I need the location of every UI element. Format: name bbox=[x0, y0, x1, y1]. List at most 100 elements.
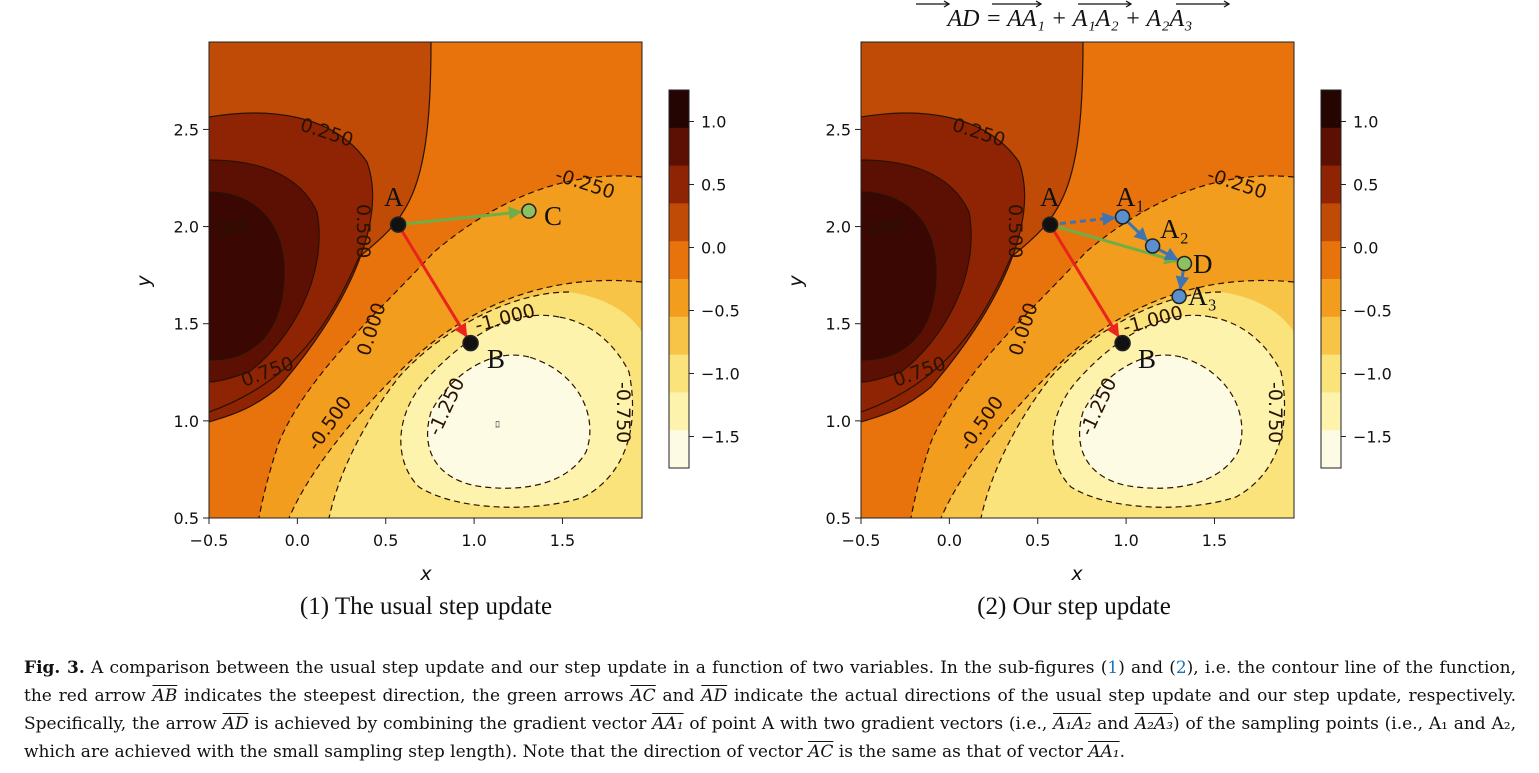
vector-ad: AD bbox=[222, 714, 249, 734]
caption-text: indicates the steepest direction, the gr… bbox=[177, 686, 631, 706]
point-a bbox=[389, 216, 407, 233]
subtitle-2: (2) Our step update bbox=[977, 593, 1171, 620]
y-tick-label: 1.0 bbox=[174, 412, 199, 431]
colorbar-frame bbox=[1320, 89, 1342, 469]
point-label-b: B bbox=[1138, 344, 1156, 374]
colorbar-tick-label: 0.0 bbox=[1353, 239, 1378, 258]
y-tick-label: 2.0 bbox=[826, 218, 851, 237]
colorbar-segment bbox=[1321, 392, 1341, 431]
y-tick-label: 2.0 bbox=[174, 218, 199, 237]
point-d bbox=[1176, 255, 1193, 272]
figure-caption: Fig. 3. A comparison between the usual s… bbox=[24, 654, 1516, 766]
axes-frame bbox=[208, 41, 643, 519]
colorbar-segment bbox=[1321, 90, 1341, 129]
colorbar-segment bbox=[669, 430, 689, 469]
caption-text: and bbox=[1091, 714, 1135, 734]
contour-plot-1: 0.250 -0.250 0.500 0.000 -1.000 -0.750 -… bbox=[209, 42, 642, 518]
point-label-d: D bbox=[1193, 249, 1213, 279]
y-tick-label: 0.5 bbox=[174, 509, 199, 528]
subtitle-1: (1) The usual step update bbox=[300, 593, 552, 620]
colorbar-segment bbox=[1321, 316, 1341, 356]
colorbar-frame bbox=[668, 89, 690, 469]
colorbar-tick-label: −1.5 bbox=[1353, 428, 1392, 447]
colorbar-segment bbox=[669, 165, 689, 204]
point-label-a2: A₂ bbox=[1160, 214, 1189, 244]
colorbar-segment bbox=[1321, 165, 1341, 204]
vector-ac: AC bbox=[808, 742, 834, 762]
colorbar-tick-label: −0.5 bbox=[1353, 302, 1392, 321]
point-label-a: A bbox=[384, 182, 404, 212]
vector-ad: AD bbox=[701, 686, 728, 706]
colorbar-segment bbox=[669, 203, 689, 242]
caption-text: ), i.e. the contour line of the function… bbox=[24, 658, 1516, 706]
x-tick-label: 0.5 bbox=[373, 531, 398, 550]
point-a3 bbox=[1171, 288, 1187, 305]
caption-text: is achieved by combining the gradient ve… bbox=[248, 714, 653, 734]
y-axis-label: y bbox=[133, 275, 155, 288]
x-tick-label: −0.5 bbox=[190, 531, 229, 550]
arrow-a-d bbox=[1049, 223, 1179, 265]
vector-a1a2: A₁A₂ bbox=[1053, 714, 1092, 734]
x-tick-label: 1.0 bbox=[461, 531, 486, 550]
contour-label: -0.750 bbox=[1264, 382, 1286, 443]
colorbar-segment bbox=[1321, 430, 1341, 469]
vector-ac: AC bbox=[630, 686, 656, 706]
ref-link-2[interactable]: 2 bbox=[1175, 658, 1187, 678]
colorbar-segment bbox=[1321, 127, 1341, 167]
colorbar-tick-label: −1.5 bbox=[701, 428, 740, 447]
colorbar-segment bbox=[669, 316, 689, 356]
point-b bbox=[1114, 334, 1131, 352]
arrow-a-a1 bbox=[1049, 212, 1116, 227]
y-tick-label: 1.0 bbox=[826, 412, 851, 431]
axes-frame bbox=[860, 41, 1295, 519]
panel-2: 0.250 -0.250 0.500 0.000 -1.000 -0.750 -… bbox=[785, 41, 1392, 620]
colorbar-segment bbox=[1321, 279, 1341, 318]
point-label-a: A bbox=[1040, 182, 1060, 212]
caption-text: indicate the actual directions of the us… bbox=[24, 686, 1516, 734]
point-a2 bbox=[1144, 238, 1161, 254]
colorbar-tick-label: 0.5 bbox=[1353, 176, 1378, 195]
point-label-b: B bbox=[487, 344, 505, 374]
contour-label: 0.500 bbox=[352, 204, 374, 258]
colorbar-tick-label: −1.0 bbox=[1353, 365, 1392, 384]
colorbar: 1.0 0.5 0.0 −0.5 −1.0 −1.5 bbox=[668, 89, 740, 469]
axis-ticks: −0.5 0.0 0.5 1.0 1.5 0.5 1.0 1.5 2.0 2.5 bbox=[174, 120, 576, 550]
caption-text: A comparison between the usual step upda… bbox=[84, 658, 1108, 678]
colorbar-tick-label: 0.0 bbox=[701, 239, 726, 258]
y-tick-label: 2.5 bbox=[826, 120, 851, 139]
data-marks bbox=[389, 203, 537, 352]
colorbar-segment bbox=[669, 354, 689, 393]
x-tick-label: 0.0 bbox=[937, 531, 962, 550]
colorbar: 1.0 0.5 0.0 −0.5 −1.0 −1.5 bbox=[1320, 89, 1392, 469]
panel-1: 0.250 -0.250 0.500 0.000 -1.000 -0.750 -… bbox=[133, 41, 740, 620]
x-axis-label: x bbox=[1070, 563, 1083, 585]
colorbar-segment bbox=[669, 241, 689, 280]
caption-text: ) and ( bbox=[1118, 658, 1176, 678]
caption-text: of point A with two gradient vectors (i.… bbox=[683, 714, 1054, 734]
arrow-a-b bbox=[396, 223, 468, 338]
arrow-a-b bbox=[1048, 223, 1120, 338]
colorbar-tick-label: 1.0 bbox=[701, 113, 726, 132]
y-axis-label: y bbox=[785, 275, 807, 288]
colorbar-tick-label: −0.5 bbox=[701, 302, 740, 321]
x-tick-label: −0.5 bbox=[842, 531, 881, 550]
ref-link-1[interactable]: 1 bbox=[1107, 658, 1119, 678]
vector-aa1: AA₁ bbox=[1088, 742, 1120, 762]
point-c bbox=[521, 203, 537, 219]
x-tick-label: 0.5 bbox=[1025, 531, 1050, 550]
arrow-a-c bbox=[397, 206, 523, 227]
colorbar-segment bbox=[669, 90, 689, 129]
x-tick-label: 1.5 bbox=[1202, 531, 1227, 550]
point-label-a3: A₃ bbox=[1188, 281, 1217, 311]
contour-label: 0.500 bbox=[1004, 204, 1026, 258]
x-tick-label: 1.0 bbox=[1113, 531, 1138, 550]
point-a bbox=[1041, 216, 1059, 233]
caption-text: is the same as that of vector bbox=[833, 742, 1089, 762]
colorbar-segment bbox=[669, 392, 689, 431]
y-tick-label: 0.5 bbox=[826, 509, 851, 528]
contour-label: -0.750 bbox=[612, 382, 634, 443]
caption-text: . bbox=[1119, 742, 1125, 762]
svg-text:ﾛ: ﾛ bbox=[495, 420, 500, 431]
colorbar-segment bbox=[1321, 354, 1341, 393]
vector-equation: AD = AA₁ + A₁A₂ + A₂A₃ bbox=[916, 0, 1231, 32]
